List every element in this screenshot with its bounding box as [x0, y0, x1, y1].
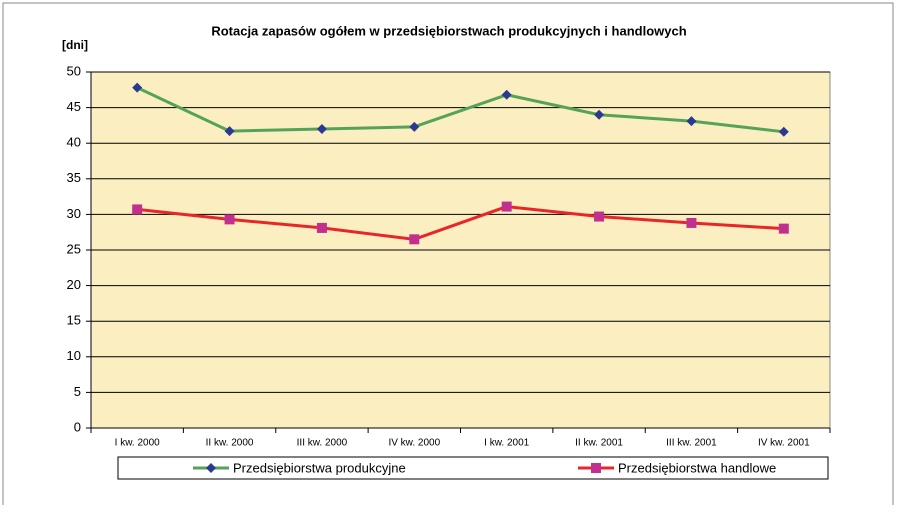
y-axis-label: [dni]: [62, 38, 88, 52]
y-tick-label: 50: [67, 63, 81, 78]
data-point: [778, 223, 789, 234]
x-tick-label: I kw. 2001: [484, 438, 529, 449]
x-tick-label: III kw. 2000: [297, 438, 348, 449]
data-point: [594, 211, 605, 222]
data-point: [409, 234, 420, 245]
y-tick-label: 35: [67, 170, 81, 185]
y-tick-label: 30: [67, 206, 81, 221]
data-point: [316, 222, 327, 233]
x-tick-label: II kw. 2001: [575, 438, 623, 449]
data-point: [224, 126, 235, 137]
legend: [117, 456, 829, 480]
y-tick-label: 10: [67, 348, 81, 363]
data-point: [778, 126, 789, 137]
data-point: [132, 204, 143, 215]
chart-title: Rotacja zapasów ogółem w przedsiębiorstw…: [211, 23, 686, 38]
series-line: [137, 205, 784, 241]
data-point: [409, 121, 420, 132]
data-point: [132, 82, 143, 93]
legend-label: Przedsiębiorstwa handlowe: [618, 460, 776, 475]
x-tick-label: IV kw. 2000: [388, 438, 440, 449]
data-point: [501, 89, 512, 100]
series-line: [136, 86, 784, 134]
data-point: [501, 201, 512, 212]
y-tick-label: 45: [67, 99, 81, 114]
data-point: [594, 109, 605, 120]
data-point: [686, 217, 697, 228]
x-tick-label: II kw. 2000: [206, 438, 254, 449]
data-point: [224, 214, 235, 225]
data-point: [686, 116, 697, 127]
y-tick-label: 40: [67, 135, 81, 150]
y-tick-label: 15: [67, 313, 81, 328]
y-tick-label: 20: [67, 277, 81, 292]
y-tick-label: 25: [67, 241, 81, 256]
data-point: [316, 123, 327, 134]
y-tick-label: 5: [74, 384, 81, 399]
x-tick-label: I kw. 2000: [115, 438, 160, 449]
legend-label: Przedsiębiorstwa produkcyjne: [233, 460, 406, 475]
y-tick-label: 0: [74, 419, 81, 434]
x-tick-label: IV kw. 2001: [758, 438, 810, 449]
x-tick-label: III kw. 2001: [666, 438, 717, 449]
legend-marker: [591, 463, 601, 473]
legend-marker: [206, 463, 216, 473]
